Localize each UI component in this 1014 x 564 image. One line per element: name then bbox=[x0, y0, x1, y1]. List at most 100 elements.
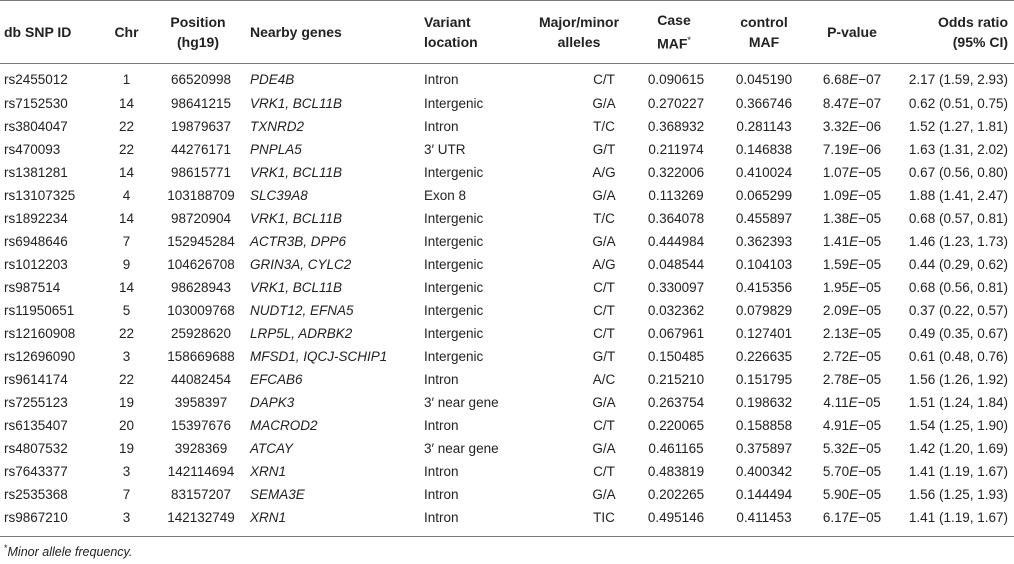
cell-alleles: TIC bbox=[593, 510, 615, 525]
cell-snp: rs2455012 bbox=[4, 71, 68, 87]
cell-or: 0.68 (0.57, 0.81) bbox=[908, 211, 1008, 226]
cell-control_maf: 0.281143 bbox=[736, 119, 792, 134]
cell-or: 1.56 (1.26, 1.92) bbox=[908, 372, 1008, 387]
cell-alleles: C/T bbox=[593, 326, 615, 341]
cell-pvalue: 1.41E−05 bbox=[813, 230, 891, 253]
cell-pvalue: 3.32E−06 bbox=[813, 115, 891, 138]
cell-genes: MACROD2 bbox=[250, 418, 318, 433]
table-row: rs7255123 19 3958397 DAPK3 3′ near gene G/A 0.… bbox=[0, 391, 1014, 414]
pvalue-exponent: −06 bbox=[858, 119, 882, 134]
pvalue-exp-letter: E bbox=[849, 211, 859, 226]
cell-control_maf: 0.415356 bbox=[735, 280, 793, 295]
cell-alleles: C/T bbox=[593, 71, 615, 87]
cell-position: 66520998 bbox=[170, 71, 232, 87]
cell-control_maf: 0.198632 bbox=[735, 395, 793, 410]
cell-genes: XRN1 bbox=[250, 464, 287, 479]
cell-chr: 4 bbox=[122, 188, 131, 203]
cell-location: 3′ UTR bbox=[424, 142, 466, 157]
pvalue-mantissa: 1.38 bbox=[822, 211, 850, 226]
pvalue-exponent: −07 bbox=[858, 71, 882, 87]
cell-position: 142114694 bbox=[167, 464, 235, 479]
cell-or: 1.88 (1.41, 2.47) bbox=[908, 188, 1008, 203]
pvalue-exponent: −05 bbox=[858, 418, 882, 433]
pvalue-mantissa: 2.09 bbox=[822, 303, 850, 318]
cell-control_maf: 0.065299 bbox=[735, 188, 793, 203]
cell-snp: rs7255123 bbox=[4, 395, 68, 410]
pvalue-exp-letter: E bbox=[849, 349, 859, 364]
pvalue-exponent: −07 bbox=[858, 96, 882, 111]
header-or-line2: (95% CI) bbox=[952, 33, 1008, 50]
cell-case_maf: 0.150485 bbox=[647, 349, 705, 364]
pvalue-exp-letter: E bbox=[849, 464, 859, 479]
pvalue-exponent: −05 bbox=[857, 395, 881, 410]
pvalue-exp-letter: E bbox=[849, 234, 859, 249]
cell-or: 0.44 (0.29, 0.62) bbox=[908, 257, 1008, 272]
cell-pvalue: 1.95E−05 bbox=[813, 276, 891, 299]
cell-control_maf: 0.151795 bbox=[735, 372, 793, 387]
cell-case_maf: 0.270227 bbox=[647, 96, 705, 111]
table-row: rs3804047 22 19879637 TXNRD2 Intron T/C 0.3689… bbox=[0, 115, 1014, 138]
header-case_maf: Case MAF* bbox=[633, 0, 715, 63]
cell-chr: 14 bbox=[118, 165, 135, 180]
table-row: rs1012203 9 104626708 GRIN3A, CYLC2 Intergen… bbox=[0, 253, 1014, 276]
cell-or: 1.46 (1.23, 1.73) bbox=[908, 234, 1008, 249]
header-genes: Nearby genes bbox=[246, 0, 420, 63]
cell-pvalue: 8.47E−07 bbox=[813, 92, 891, 115]
cell-alleles: A/G bbox=[592, 165, 616, 180]
cell-location: Intergenic bbox=[424, 165, 484, 180]
cell-pvalue: 1.09E−05 bbox=[813, 184, 891, 207]
table-body: rs2455012 1 66520998 PDE4B Intron C/T 0.090615… bbox=[0, 63, 1014, 529]
cell-chr: 9 bbox=[122, 257, 131, 272]
cell-genes: PDE4B bbox=[250, 71, 295, 87]
cell-case_maf: 0.368932 bbox=[647, 119, 705, 134]
table-row: rs11950651 5 103009768 NUDT12, EFNA5 Interge… bbox=[0, 299, 1014, 322]
cell-control_maf: 0.362393 bbox=[735, 234, 793, 249]
pvalue-exponent: −05 bbox=[858, 510, 882, 525]
pvalue-exp-letter: E bbox=[849, 257, 859, 272]
cell-or: 0.49 (0.35, 0.67) bbox=[908, 326, 1008, 341]
cell-control_maf: 0.411453 bbox=[736, 510, 792, 525]
cell-chr: 22 bbox=[118, 119, 135, 134]
cell-control_maf: 0.144494 bbox=[735, 487, 793, 502]
cell-control_maf: 0.375897 bbox=[735, 441, 793, 456]
pvalue-exponent: −05 bbox=[858, 188, 882, 203]
cell-chr: 14 bbox=[118, 96, 135, 111]
pvalue-exponent: −05 bbox=[858, 441, 882, 456]
cell-pvalue: 6.68E−07 bbox=[813, 63, 891, 92]
cell-pvalue: 4.91E−05 bbox=[813, 414, 891, 437]
cell-control_maf: 0.226635 bbox=[735, 349, 793, 364]
cell-genes: SEMA3E bbox=[250, 487, 305, 502]
cell-chr: 3 bbox=[122, 349, 131, 364]
cell-chr: 14 bbox=[118, 211, 135, 226]
cell-snp: rs7643377 bbox=[4, 464, 68, 479]
cell-case_maf: 0.067961 bbox=[647, 326, 705, 341]
cell-snp: rs470093 bbox=[4, 142, 61, 157]
cell-position: 158669688 bbox=[167, 349, 235, 364]
cell-location: Intergenic bbox=[424, 257, 484, 272]
cell-snp: rs4807532 bbox=[4, 441, 68, 456]
pvalue-exp-letter: E bbox=[849, 142, 859, 157]
cell-snp: rs1012203 bbox=[4, 257, 68, 272]
cell-control_maf: 0.146838 bbox=[735, 142, 793, 157]
top-rule bbox=[0, 0, 1014, 1]
cell-location: Intron bbox=[424, 119, 459, 134]
header-rule bbox=[0, 63, 1014, 64]
footnote-marker: * bbox=[4, 543, 8, 553]
cell-snp: rs7152530 bbox=[4, 96, 68, 111]
pvalue-mantissa: 1.07 bbox=[822, 165, 850, 180]
cell-snp: rs2535368 bbox=[4, 487, 68, 502]
pvalue-exponent: −05 bbox=[858, 165, 882, 180]
cell-genes: XRN1 bbox=[250, 510, 287, 525]
header-row: db SNP ID Chr Position (hg19) Nearby genes Va… bbox=[0, 0, 1014, 63]
pvalue-exp-letter: E bbox=[849, 96, 859, 111]
pvalue-exp-letter: E bbox=[849, 280, 859, 295]
cell-control_maf: 0.455897 bbox=[735, 211, 793, 226]
cell-alleles: C/T bbox=[593, 303, 615, 318]
cell-or: 0.62 (0.51, 0.75) bbox=[908, 96, 1008, 111]
cell-or: 0.37 (0.22, 0.57) bbox=[908, 303, 1008, 318]
pvalue-exponent: −05 bbox=[858, 372, 882, 387]
cell-position: 19879637 bbox=[170, 119, 232, 134]
cell-location: Exon 8 bbox=[424, 188, 467, 203]
pvalue-mantissa: 6.17 bbox=[822, 510, 850, 525]
header-snp-line1: db SNP ID bbox=[4, 23, 72, 40]
